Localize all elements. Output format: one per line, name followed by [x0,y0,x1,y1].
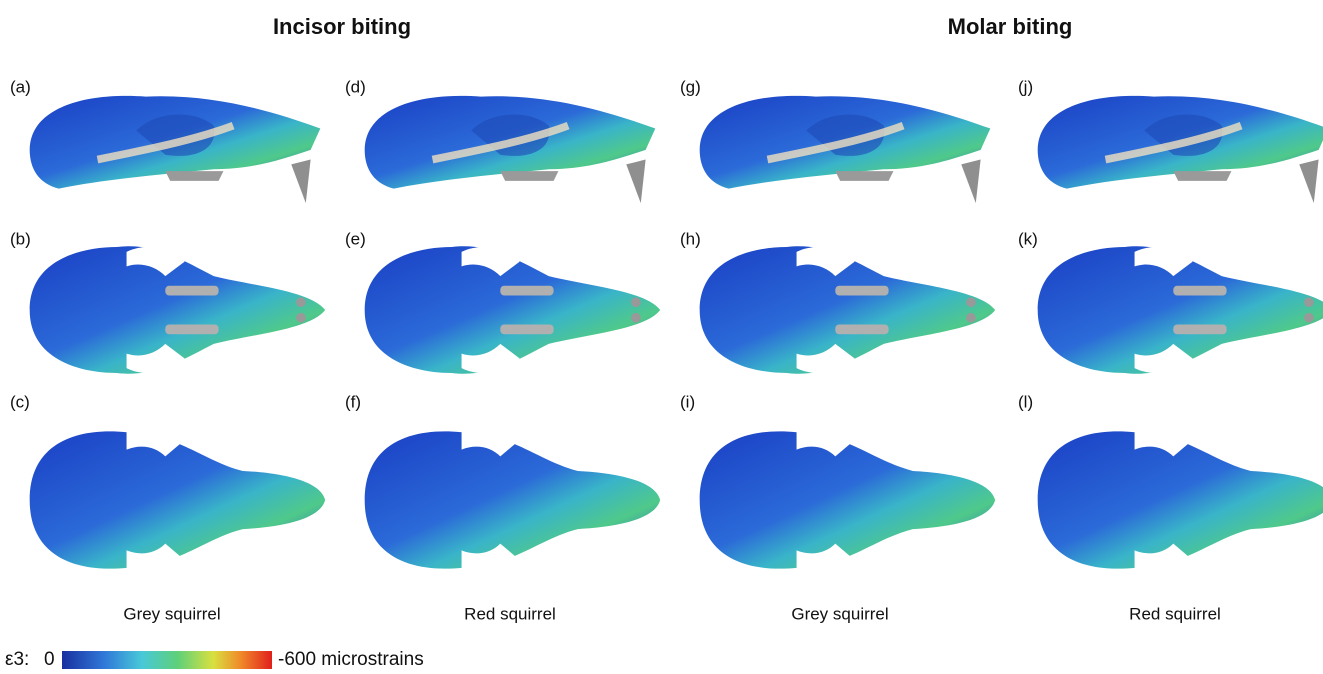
skull [700,425,995,574]
skull [365,425,660,574]
colorbar [62,651,272,669]
skull [1038,246,1323,373]
panel-label: (h) [680,229,701,248]
species-label: Red squirrel [464,604,556,623]
skull [30,425,325,574]
panel-label: (k) [1018,229,1038,248]
figure: Incisor biting Molar biting (a) (d) (g) (j)… [0,0,1323,669]
panel-label: (g) [680,77,701,96]
skull [700,246,995,373]
skull [30,96,321,203]
colorbar-label: ε3: [5,649,29,669]
panel-label: (d) [345,77,366,96]
skull [1038,96,1323,203]
skull-images [30,96,1323,575]
colorbar-max: -600 microstrains [278,649,424,669]
panel-label: (e) [345,229,366,248]
column-header: Incisor biting [273,14,411,39]
panel-label: (a) [10,77,31,96]
panel-label: (f) [345,392,361,411]
skull [365,246,660,373]
panel-label: (l) [1018,392,1033,411]
panel-label: (j) [1018,77,1033,96]
species-label: Grey squirrel [123,604,220,623]
column-header: Molar biting [948,14,1073,39]
panel-label: (c) [10,392,30,411]
skull [30,246,325,373]
skull [1038,425,1323,574]
skull [365,96,656,203]
colorbar-min: 0 [44,649,55,669]
panel-label: (b) [10,229,31,248]
species-label: Grey squirrel [791,604,888,623]
species-label: Red squirrel [1129,604,1221,623]
skull [700,96,991,203]
panel-label: (i) [680,392,695,411]
